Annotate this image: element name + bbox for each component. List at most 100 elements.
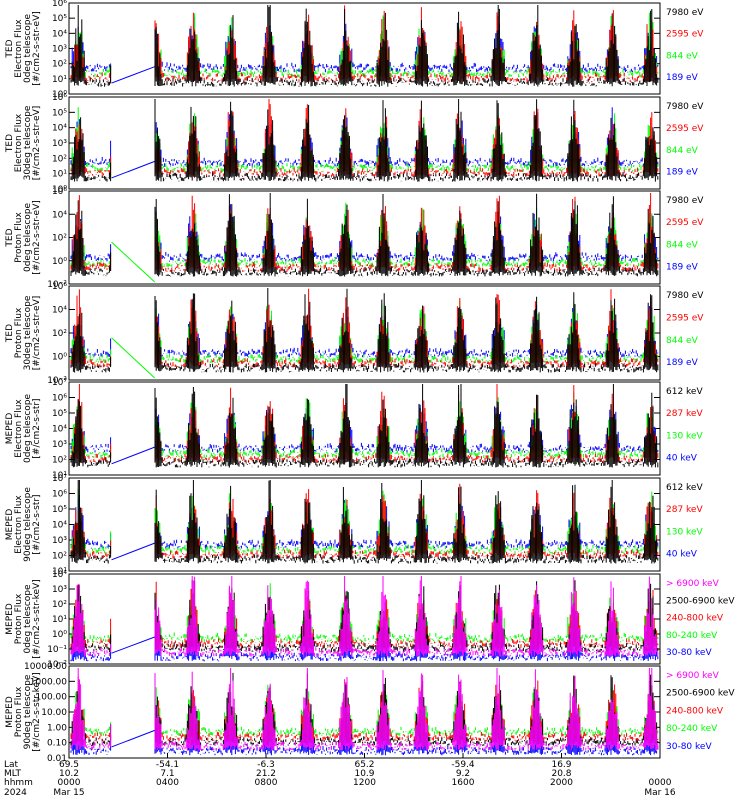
- y-tick-label: 10¹: [52, 567, 67, 577]
- y-tick-label: 10⁶: [52, 187, 67, 197]
- x-tick-label: 0000: [58, 778, 81, 788]
- gap-connector: [111, 66, 155, 84]
- y-axis-label: [#/cm2-s-str-eV]: [32, 106, 42, 181]
- x-tick-label: Mar 16: [644, 788, 676, 798]
- x-tick-label: 1600: [452, 778, 475, 788]
- y-tick-label: 10000.00: [24, 662, 67, 672]
- y-tick-label: 10⁴: [52, 521, 67, 531]
- y-tick-label: 10⁷: [52, 378, 67, 388]
- x-tick-label: 0000: [649, 778, 672, 788]
- y-tick-label: 10⁰: [52, 185, 67, 195]
- time-axis-row-label: 2024: [4, 788, 27, 798]
- panel-3: 10⁻² 10⁰ 10² 10⁴ 10⁶ TED Proton Flux 0deg teles…: [5, 187, 704, 290]
- y-tick-label: 10²: [52, 456, 67, 466]
- x-tick-label: 10.2: [59, 769, 79, 779]
- data-traces: [70, 668, 659, 756]
- y-tick-label: 10⁻¹: [47, 645, 67, 655]
- x-tick-label: 2000: [550, 778, 573, 788]
- x-tick-label: 9.2: [456, 769, 470, 779]
- gap-connector: [111, 446, 155, 465]
- y-tick-label: 10⁵: [52, 505, 67, 515]
- y-tick-label: 10⁶: [52, 282, 67, 292]
- y-axis-label: Proton Flux: [14, 307, 24, 358]
- time-axis-row-label: Lat: [4, 760, 19, 770]
- y-axis-label: 0deg telescope: [23, 14, 33, 84]
- y-tick-label: 0.10: [47, 739, 67, 749]
- y-tick-label: 10²: [52, 234, 67, 244]
- legend-entry: 189 eV: [666, 73, 699, 83]
- y-axis-label: MEPED: [5, 509, 15, 541]
- y-axis-label: 0deg telescope: [23, 584, 33, 654]
- y-tick-label: 10⁵: [52, 14, 67, 24]
- series-trace: [70, 99, 659, 182]
- x-tick-label: -6.3: [257, 760, 275, 770]
- legend-entry: 287 keV: [666, 409, 703, 419]
- panel-5: 10¹ 10² 10³ 10⁴ 10⁵ 10⁶ 10⁷ MEPED Electron Flux 0…: [5, 378, 703, 481]
- y-tick-label: 10⁻²: [47, 280, 67, 290]
- y-tick-label: 10³: [52, 139, 67, 149]
- legend-entry: 287 keV: [666, 505, 703, 515]
- legend-entry: > 6900 keV: [666, 579, 720, 589]
- y-tick-label: 10⁴: [52, 29, 67, 39]
- data-traces: [70, 576, 659, 662]
- gap-connector: [111, 241, 156, 283]
- legend-entry: 30-80 keV: [666, 742, 712, 752]
- y-tick-label: 10³: [52, 45, 67, 55]
- y-tick-label: 10²: [52, 154, 67, 164]
- data-traces: [70, 384, 659, 468]
- legend-entry: 2595 eV: [666, 124, 704, 134]
- data-traces: [70, 480, 659, 564]
- series-trace: [70, 384, 659, 468]
- y-tick-label: 10²: [52, 552, 67, 562]
- gap-connector: [111, 542, 155, 561]
- y-tick-label: 10⁶: [52, 490, 67, 500]
- legend-entry: 7980 eV: [666, 196, 704, 206]
- panel-6: 10¹ 10² 10³ 10⁴ 10⁵ 10⁶ 10⁷ MEPED Electron Flux 9…: [5, 474, 703, 577]
- legend-entry: 130 keV: [666, 527, 703, 537]
- y-tick-label: 10⁵: [52, 108, 67, 118]
- y-tick-label: 10⁰: [52, 630, 67, 640]
- x-tick-label: 10.9: [354, 769, 374, 779]
- time-axis-row-label: hhmm: [4, 778, 33, 788]
- legend-entry: 189 eV: [666, 168, 699, 178]
- y-tick-label: 10⁴: [52, 425, 67, 435]
- panel-1: 10⁰ 10¹ 10² 10³ 10⁴ 10⁵ 10⁶ TED Electron Flux 0de…: [5, 0, 704, 100]
- y-tick-label: 10⁶: [52, 394, 67, 404]
- legend-entry: 2595 eV: [666, 313, 704, 323]
- y-tick-label: 1.00: [47, 723, 67, 733]
- y-tick-label: 10⁷: [52, 474, 67, 484]
- data-traces: [70, 288, 659, 379]
- panel-4: 10⁻² 10⁰ 10² 10⁴ 10⁶ TED Proton Flux 30deg tele…: [5, 282, 704, 386]
- y-axis-label: MEPED: [5, 696, 15, 728]
- legend-entry: 844 eV: [666, 51, 699, 61]
- y-axis-label: [#/cm2-s-str-keV]: [32, 672, 42, 751]
- y-axis-label: TED: [5, 134, 15, 153]
- legend-entry: 2500-6900 keV: [666, 689, 735, 699]
- y-tick-label: 10¹: [52, 615, 67, 625]
- y-axis-label: 0deg telescope: [23, 394, 33, 464]
- y-tick-label: 10¹: [52, 471, 67, 481]
- y-tick-label: 1000.00: [30, 677, 67, 687]
- y-tick-label: 10³: [52, 536, 67, 546]
- y-tick-label: 100.00: [36, 693, 68, 703]
- y-axis-label: [#/cm2-s-str]: [32, 494, 42, 554]
- legend-entry: 80-240 keV: [666, 631, 718, 641]
- legend-entry: 7980 eV: [666, 291, 704, 301]
- legend-entry: 844 eV: [666, 336, 699, 346]
- legend-entry: 612 keV: [666, 387, 703, 397]
- y-axis-label: TED: [5, 39, 15, 58]
- y-axis-label: Proton Flux: [14, 212, 24, 263]
- x-tick-label: 20.8: [551, 769, 571, 779]
- x-tick-label: 1200: [353, 778, 376, 788]
- x-tick-label: -59.4: [451, 760, 475, 770]
- gap-connector: [111, 729, 155, 748]
- y-tick-label: 10⁰: [52, 353, 67, 363]
- legend-entry: 189 eV: [666, 262, 699, 272]
- y-tick-label: 10²: [52, 329, 67, 339]
- x-tick-label: 16.9: [551, 760, 571, 770]
- y-axis-label: [#/cm2-s-str]: [32, 398, 42, 458]
- y-axis-label: TED: [5, 324, 15, 343]
- legend-entry: 130 keV: [666, 431, 703, 441]
